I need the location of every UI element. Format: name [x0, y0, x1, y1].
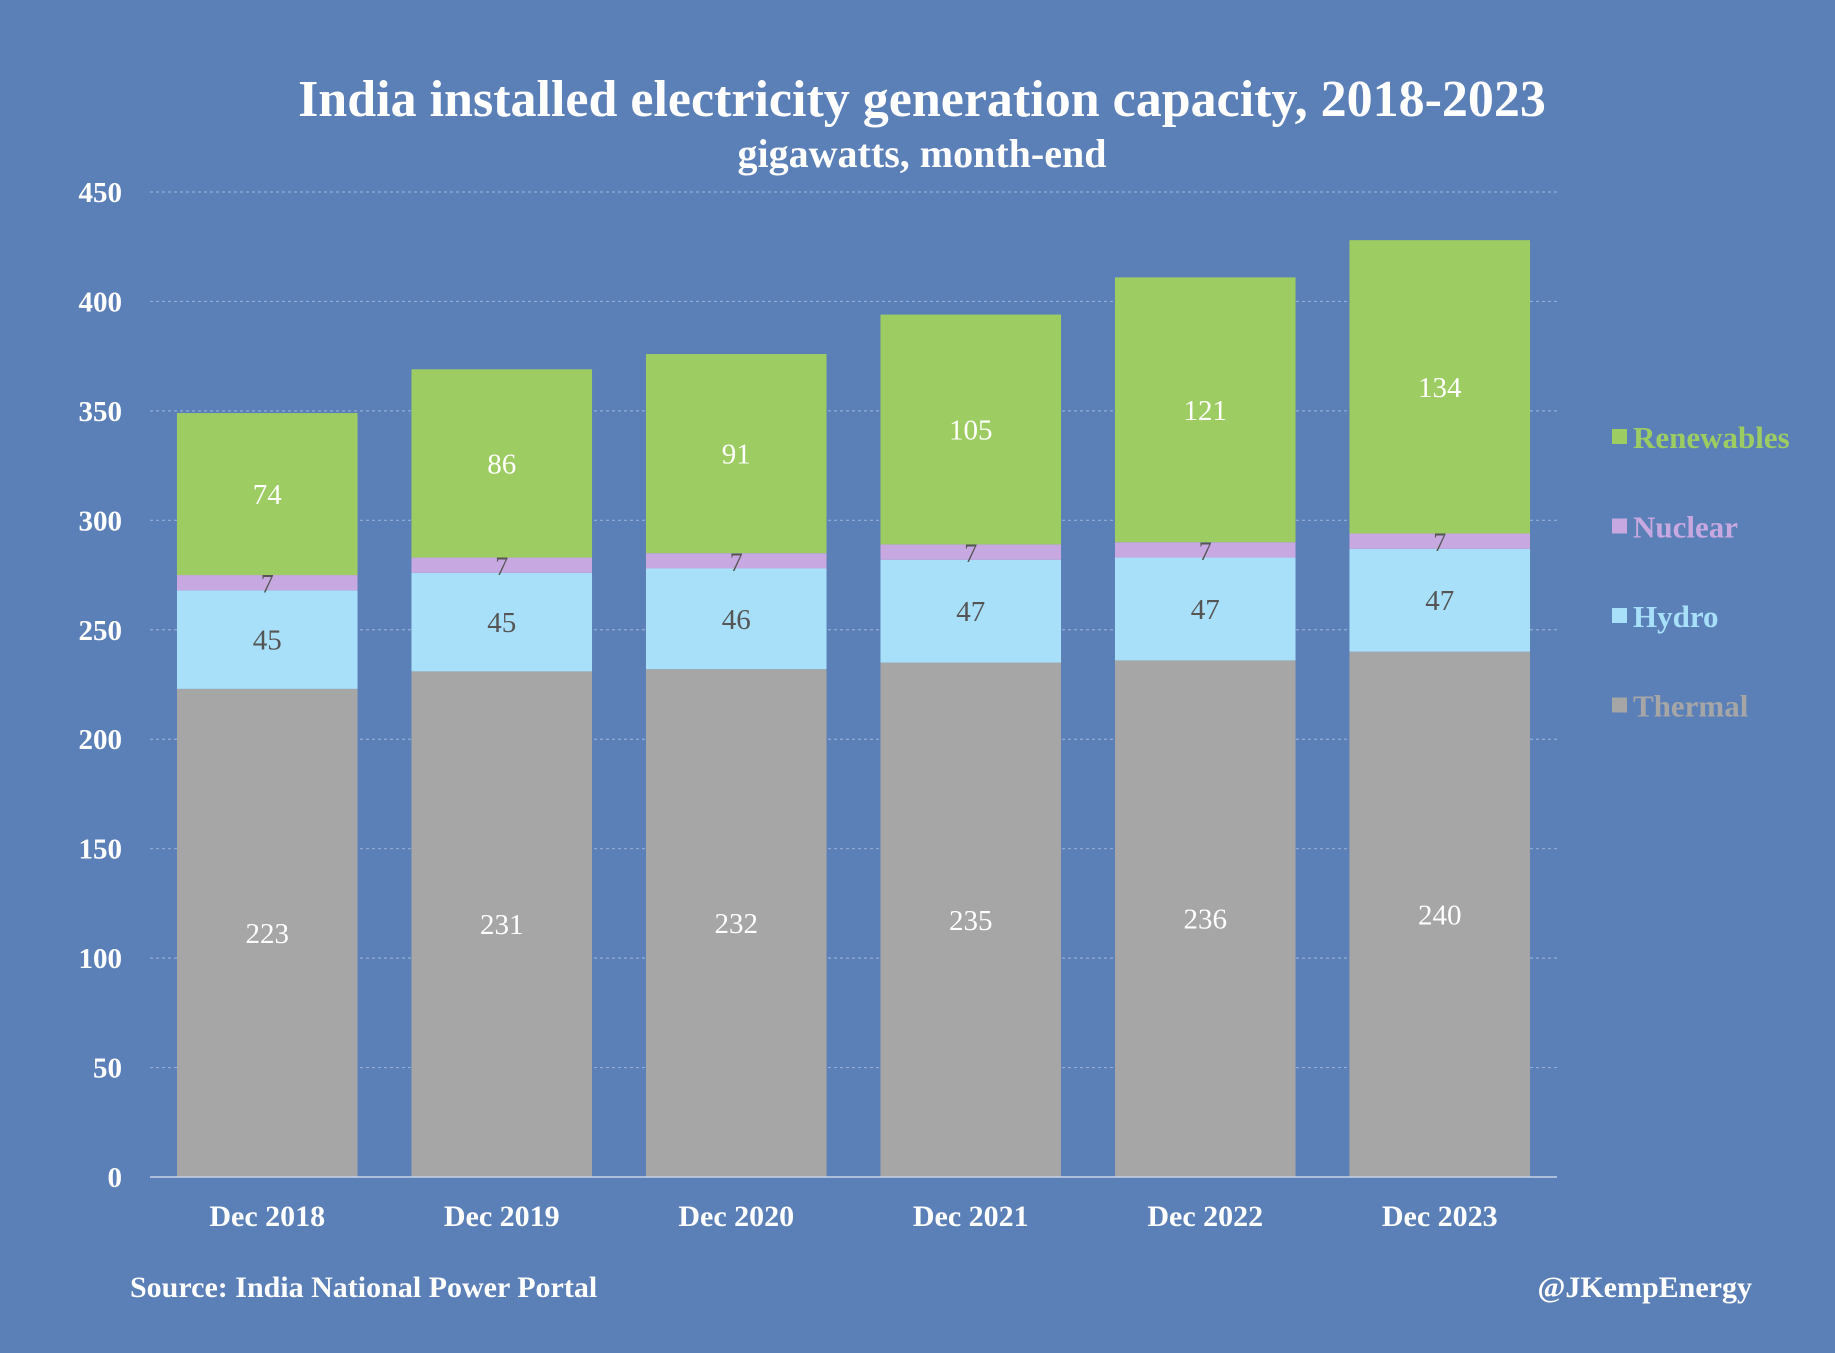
data-label: 74	[253, 479, 283, 511]
data-label: 46	[722, 604, 751, 636]
legend-swatch	[1612, 518, 1627, 534]
y-tick-label: 200	[79, 724, 123, 756]
bar-segment-renewables	[645, 353, 827, 554]
x-tick-label: Dec 2018	[209, 1200, 325, 1233]
bar-segment-nuclear	[645, 553, 827, 569]
data-label: 47	[1191, 594, 1220, 626]
bars	[176, 240, 1531, 1177]
x-tick-label: Dec 2021	[913, 1200, 1029, 1233]
author-handle: @JKempEnergy	[1537, 1271, 1752, 1304]
legend-swatch	[1612, 697, 1627, 713]
legend-swatch	[1612, 429, 1627, 444]
bar-segment-renewables	[1349, 240, 1531, 534]
bar-segment-hydro	[1114, 557, 1296, 661]
bar-segment-thermal	[176, 688, 358, 1177]
bar-segment-renewables	[411, 369, 593, 558]
data-label: 7	[1433, 528, 1446, 557]
data-label: 45	[253, 625, 282, 657]
legend-item-renewables: Renewables	[1612, 420, 1790, 455]
y-tick-label: 50	[93, 1053, 122, 1085]
bar-segment-hydro	[1349, 548, 1531, 652]
data-label: 236	[1184, 904, 1228, 936]
x-tick-label: Dec 2020	[678, 1200, 794, 1233]
legend-item-thermal: Thermal	[1612, 689, 1749, 724]
data-label: 7	[730, 548, 743, 577]
data-label: 45	[487, 607, 516, 639]
data-label: 47	[1425, 585, 1454, 617]
y-tick-label: 450	[79, 177, 123, 209]
y-tick-label: 100	[79, 943, 123, 975]
bar-segment-hydro	[645, 568, 827, 670]
chart-subtitle: gigawatts, month-end	[738, 131, 1107, 176]
bar-segment-nuclear	[176, 575, 358, 591]
y-tick-label: 0	[108, 1162, 123, 1194]
bar-segment-thermal	[411, 671, 593, 1177]
legend-item-nuclear: Nuclear	[1612, 510, 1738, 545]
bar-segment-thermal	[1349, 651, 1531, 1177]
data-label: 91	[722, 439, 751, 471]
bar-segment-renewables	[1114, 277, 1296, 543]
data-label: 7	[1199, 537, 1212, 566]
data-label: 235	[949, 905, 993, 937]
legend-label: Hydro	[1633, 599, 1719, 634]
x-tick-label: Dec 2023	[1382, 1200, 1498, 1233]
bar-segment-thermal	[1114, 660, 1296, 1177]
legend-label: Nuclear	[1633, 510, 1738, 545]
bar-segment-renewables	[880, 314, 1062, 545]
bar-segment-nuclear	[1349, 533, 1531, 549]
y-tick-label: 250	[79, 615, 123, 647]
data-label: 105	[949, 414, 993, 446]
data-label: 7	[261, 570, 274, 599]
source-note: Source: India National Power Portal	[130, 1271, 597, 1304]
legend-label: Renewables	[1633, 420, 1790, 455]
data-label: 7	[495, 552, 508, 581]
y-tick-label: 150	[79, 834, 123, 866]
data-label: 86	[487, 448, 516, 480]
bar-segment-nuclear	[1114, 542, 1296, 558]
data-label: 240	[1418, 899, 1462, 931]
data-label: 223	[246, 918, 290, 950]
x-tick-label: Dec 2019	[444, 1200, 560, 1233]
legend-swatch	[1612, 608, 1627, 623]
data-label: 232	[715, 908, 759, 940]
data-label: 121	[1184, 395, 1228, 427]
legend-label: Thermal	[1633, 689, 1749, 724]
bar-segment-thermal	[645, 669, 827, 1177]
legend-item-hydro: Hydro	[1612, 599, 1719, 634]
bar-segment-nuclear	[411, 557, 593, 573]
bar-segment-hydro	[176, 590, 358, 689]
bar-segment-hydro	[880, 559, 1062, 663]
bar-segment-hydro	[411, 572, 593, 672]
bar-segment-renewables	[176, 413, 358, 576]
data-label: 47	[956, 596, 985, 628]
bar-segment-thermal	[880, 662, 1062, 1177]
bar-segment-nuclear	[880, 544, 1062, 560]
data-label: 134	[1418, 372, 1462, 404]
data-labels: 223 45 7 74 231 45 7 86 232 46 7 91 235 47 7 105 236 47 7 1…	[246, 372, 1463, 950]
chart-title: India installed electricity generation c…	[298, 71, 1546, 128]
gridlines: 0 50 100 150 200 250 300 350 400 450	[79, 177, 1557, 1194]
y-tick-label: 400	[79, 286, 123, 318]
data-label: 7	[964, 539, 977, 568]
legend: Renewables Nuclear Hydro Thermal	[1612, 420, 1790, 724]
data-label: 231	[480, 909, 524, 941]
x-tick-label: Dec 2022	[1147, 1200, 1263, 1233]
x-axis: Dec 2018 Dec 2019 Dec 2020 Dec 2021 Dec 2022…	[150, 1176, 1557, 1233]
y-tick-label: 350	[79, 396, 123, 428]
y-tick-label: 300	[79, 505, 123, 537]
